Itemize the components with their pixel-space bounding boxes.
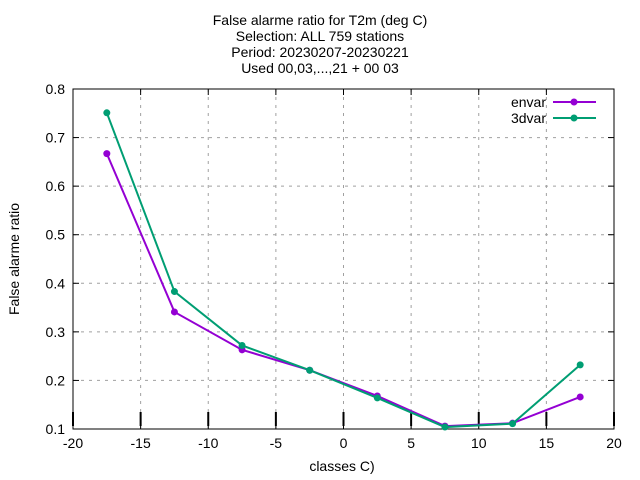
- x-tick-label: -15: [131, 435, 151, 451]
- data-point-envar: [103, 150, 111, 158]
- chart-title-line-3: Period: 20230207-20230221: [231, 44, 409, 60]
- x-tick-label: -10: [198, 435, 218, 451]
- data-point-3dvar: [103, 109, 111, 117]
- y-tick-label: 0.8: [46, 81, 66, 97]
- series-line-3dvar: [105, 112, 581, 429]
- x-tick-label: 20: [606, 435, 622, 451]
- data-point-envar: [576, 393, 584, 401]
- legend-marker-envar: [570, 98, 578, 106]
- chart-title-line-2: Selection: ALL 759 stations: [235, 28, 405, 44]
- y-axis-label: False alarme ratio: [6, 202, 22, 316]
- y-tick-label: 0.7: [46, 130, 66, 146]
- data-point-3dvar: [170, 288, 178, 296]
- x-axis-label: classes C): [309, 458, 375, 474]
- data-point-3dvar: [576, 361, 584, 369]
- x-tick-label: 10: [471, 435, 487, 451]
- x-tick-label: -5: [270, 435, 283, 451]
- y-tick-label: 0.3: [46, 324, 66, 340]
- x-tick-label: -20: [63, 435, 83, 451]
- x-tick-label: 15: [539, 435, 555, 451]
- y-tick-label: 0.6: [46, 178, 66, 194]
- data-point-3dvar: [509, 420, 517, 428]
- data-point-3dvar: [306, 366, 314, 374]
- legend-label-3dvar: 3dvar: [511, 110, 546, 126]
- legend-label-envar: envar: [511, 94, 546, 110]
- x-tick-label: 0: [340, 435, 348, 451]
- y-tick-label: 0.2: [46, 372, 66, 388]
- chart-title-line-4: Used 00,03,...,21 + 00 03: [241, 60, 399, 76]
- chart-title-line-1: False alarme ratio for T2m (deg C): [212, 12, 428, 28]
- y-tick-label: 0.1: [46, 421, 66, 437]
- data-point-3dvar: [441, 423, 449, 431]
- y-tick-label: 0.4: [46, 275, 66, 291]
- data-point-3dvar: [238, 341, 246, 349]
- y-tick-label: 0.5: [46, 227, 66, 243]
- data-point-3dvar: [373, 394, 381, 402]
- x-tick-label: 5: [407, 435, 415, 451]
- legend-marker-3dvar: [570, 114, 578, 122]
- data-point-envar: [170, 308, 178, 316]
